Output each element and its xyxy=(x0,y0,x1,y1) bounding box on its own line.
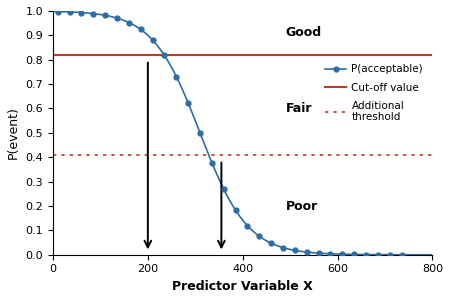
Text: Fair: Fair xyxy=(285,102,312,115)
Text: Good: Good xyxy=(285,26,322,39)
Y-axis label: P(event): P(event) xyxy=(7,106,20,159)
Legend: P(acceptable), Cut-off value, Additional
threshold: P(acceptable), Cut-off value, Additional… xyxy=(321,60,428,127)
Text: Poor: Poor xyxy=(285,200,318,212)
X-axis label: Predictor Variable X: Predictor Variable X xyxy=(172,280,313,293)
